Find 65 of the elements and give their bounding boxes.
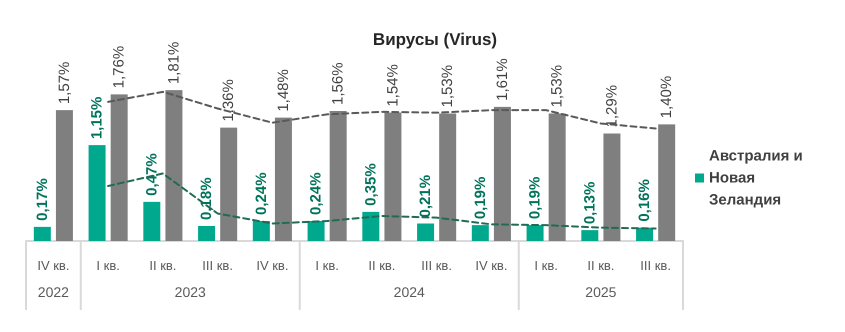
data-label: 0,19% [472, 176, 489, 220]
data-label: 0,24% [252, 172, 270, 215]
bar [56, 110, 73, 241]
bar [384, 112, 402, 241]
x-tick-label: III кв. [421, 258, 452, 273]
bar [308, 221, 325, 241]
x-tick-label: I кв. [96, 258, 120, 273]
data-label: 0,18% [198, 177, 216, 220]
bar [603, 134, 620, 241]
data-label: 1,53% [548, 64, 566, 108]
bar [88, 145, 106, 241]
data-label: 1,29% [603, 84, 620, 128]
data-label: 0,17% [34, 178, 51, 221]
data-label: 1,36% [220, 79, 238, 122]
bar [439, 114, 456, 241]
data-label: 0,21% [417, 174, 434, 218]
legend-label: Австралия и Новая Зеландия [709, 148, 803, 208]
bar [362, 212, 380, 241]
text: 2023 [174, 284, 206, 300]
x-tick-label: IV кв. [37, 258, 70, 273]
bar [494, 106, 511, 241]
bar [34, 226, 51, 241]
data-label: 1,48% [274, 69, 292, 112]
data-label: 1,40% [658, 76, 676, 118]
data-label: 0,19% [526, 176, 544, 220]
x-tick-label: IV кв. [256, 258, 288, 273]
data-label: 1,56% [330, 62, 347, 105]
data-label: 0,13% [581, 182, 598, 224]
chart-title: Вирусы (Virus) [372, 30, 498, 49]
data-label: 1,76% [110, 46, 128, 88]
bar [658, 124, 676, 241]
data-label: 0,47% [143, 153, 160, 196]
data-label: 1,61% [494, 58, 511, 101]
x-tick-label: III кв. [640, 258, 671, 273]
text: 2025 [585, 284, 617, 300]
x-tick-label: III кв. [202, 258, 233, 273]
x-tick-label: II кв. [149, 258, 176, 273]
data-label: 0,16% [636, 179, 654, 222]
x-tick-label: I кв. [534, 258, 558, 273]
data-label: 0,35% [362, 163, 380, 206]
bar [330, 111, 347, 241]
bar [548, 114, 566, 241]
bar [581, 230, 598, 241]
bar [220, 128, 238, 241]
text: 2024 [394, 284, 426, 300]
bar [252, 221, 270, 241]
x-tick-label: II кв. [587, 258, 614, 273]
data-label: 1,15% [88, 96, 106, 140]
bar [274, 118, 292, 241]
data-label: 1,54% [384, 64, 402, 107]
bar [526, 225, 544, 241]
text: 2022 [38, 284, 70, 300]
bar [472, 225, 489, 241]
data-label: 0,24% [308, 172, 325, 215]
bar [417, 224, 434, 241]
bar [143, 202, 160, 241]
x-tick-label: II кв. [368, 258, 396, 273]
x-tick-label: I кв. [315, 258, 339, 273]
bar [110, 94, 128, 241]
x-tick-label: IV кв. [475, 258, 508, 273]
data-label: 1,57% [56, 62, 73, 104]
bar [198, 226, 216, 241]
data-label: 1,81% [165, 42, 182, 84]
data-label: 1,53% [439, 64, 456, 108]
bar [165, 90, 182, 241]
